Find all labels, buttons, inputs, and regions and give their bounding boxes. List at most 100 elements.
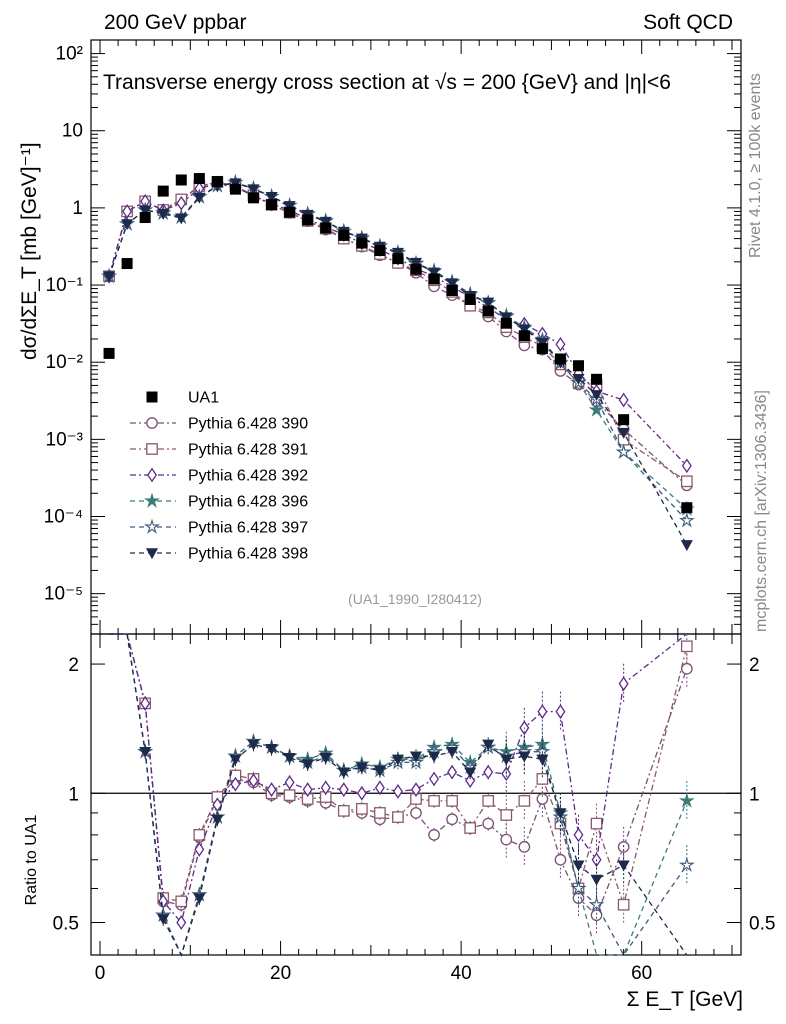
series-point (518, 324, 531, 336)
data-point (211, 175, 223, 187)
ratio-tick-labels: 0.5 1 2 0.5 1 2 (53, 655, 776, 934)
x-tick-label: 60 (631, 963, 652, 984)
ratio-point (392, 811, 404, 823)
series-point (536, 337, 549, 349)
series-point (500, 312, 513, 324)
ratio-point (534, 743, 551, 759)
ratio-line (109, 633, 688, 924)
ratio-point (248, 773, 259, 789)
series-point (409, 257, 423, 269)
legend-marker (146, 417, 158, 429)
ratio-point (338, 782, 349, 797)
ratio-point (410, 807, 422, 819)
ratio-point (337, 805, 350, 817)
legend-marker (145, 548, 159, 560)
data-point (618, 414, 630, 426)
series-ratio-5 (109, 633, 688, 957)
ratio-point (319, 753, 332, 764)
data-point (157, 185, 169, 197)
x-tick-label: 40 (451, 963, 472, 984)
ratio-point (680, 662, 693, 675)
series-point (482, 297, 495, 309)
ratio-point (428, 751, 441, 763)
ratio-point (482, 739, 495, 751)
ratio-point (373, 765, 386, 777)
ratio-plot-frame (90, 633, 742, 956)
legend-label-391: Pythia 6.428 391 (188, 442, 308, 459)
ratio-point (500, 754, 513, 766)
legend-marker-data (146, 391, 158, 403)
ratio-point (464, 767, 477, 779)
series-point (680, 540, 693, 552)
ratio-point (193, 893, 206, 905)
y-tick-label: 10² (56, 44, 83, 65)
data-point (284, 206, 296, 218)
ratio-point (447, 764, 458, 780)
ratio-point (446, 813, 458, 826)
data-point (248, 192, 259, 204)
x-axis-label: Σ E_T [GeV] (627, 988, 743, 1011)
ratio-point (483, 764, 494, 780)
ratio-point (283, 789, 296, 802)
ratio-point (464, 822, 477, 834)
ratio-point (392, 784, 403, 799)
y-tick-label: 1 (72, 198, 83, 219)
data-point (229, 183, 241, 195)
series-point (678, 512, 695, 528)
chart-title: Transverse energy cross section at √s = … (103, 71, 671, 94)
series-point (681, 458, 692, 474)
legend: UA1 Pythia 6.428 390 Pythia 6.428 391 Py… (188, 390, 308, 563)
data-point (410, 263, 422, 275)
series-point (103, 271, 116, 283)
ratio-point (482, 817, 495, 830)
ratio-point (374, 780, 385, 796)
series-point (588, 401, 605, 417)
series-line (108, 181, 688, 510)
data-point (428, 273, 440, 285)
data-point (536, 343, 548, 355)
series-point (680, 475, 693, 488)
data-point (175, 174, 187, 186)
y-tick-label: 10⁻⁴ (44, 507, 83, 528)
series-point (319, 216, 332, 228)
series-point (175, 213, 188, 225)
ratio-line (109, 633, 688, 908)
x-tick-label: 20 (270, 963, 291, 984)
ratio-point (176, 915, 187, 930)
series-point (617, 427, 630, 439)
ratio-point (391, 754, 404, 766)
series-point (618, 392, 629, 408)
data-point (103, 347, 115, 359)
series-point (139, 205, 152, 217)
ratio-point (302, 782, 313, 797)
data-point (464, 293, 476, 305)
y-axis-label: dσ/dΣE_T [mb [GeV]⁻¹] (18, 142, 41, 360)
ratio-point (446, 795, 458, 807)
ratio-line (109, 633, 688, 917)
series-point (555, 336, 566, 352)
series-point (615, 443, 632, 459)
ratio-point (617, 860, 630, 872)
ratio-point (518, 751, 531, 763)
ratio-point (537, 704, 548, 719)
ratio-line (109, 633, 688, 957)
series-line (108, 182, 688, 546)
ratio-point (266, 782, 277, 797)
legend-marker (146, 443, 158, 455)
series-point (247, 184, 260, 196)
ratio-point (536, 773, 549, 785)
data-point (591, 373, 603, 385)
ratio-point (573, 827, 584, 843)
series-ratio-1 (109, 633, 693, 925)
chart-marks (90, 39, 742, 957)
series-main-1 (103, 176, 693, 488)
ratio-point (500, 809, 513, 821)
y-tick-label: 10 (62, 121, 83, 142)
header-right: Soft QCD (643, 11, 733, 34)
ratio-point (618, 676, 629, 692)
series-point (283, 201, 296, 213)
data-point (681, 502, 693, 514)
legend-label-390: Pythia 6.428 390 (188, 416, 308, 433)
data-point (392, 253, 404, 265)
